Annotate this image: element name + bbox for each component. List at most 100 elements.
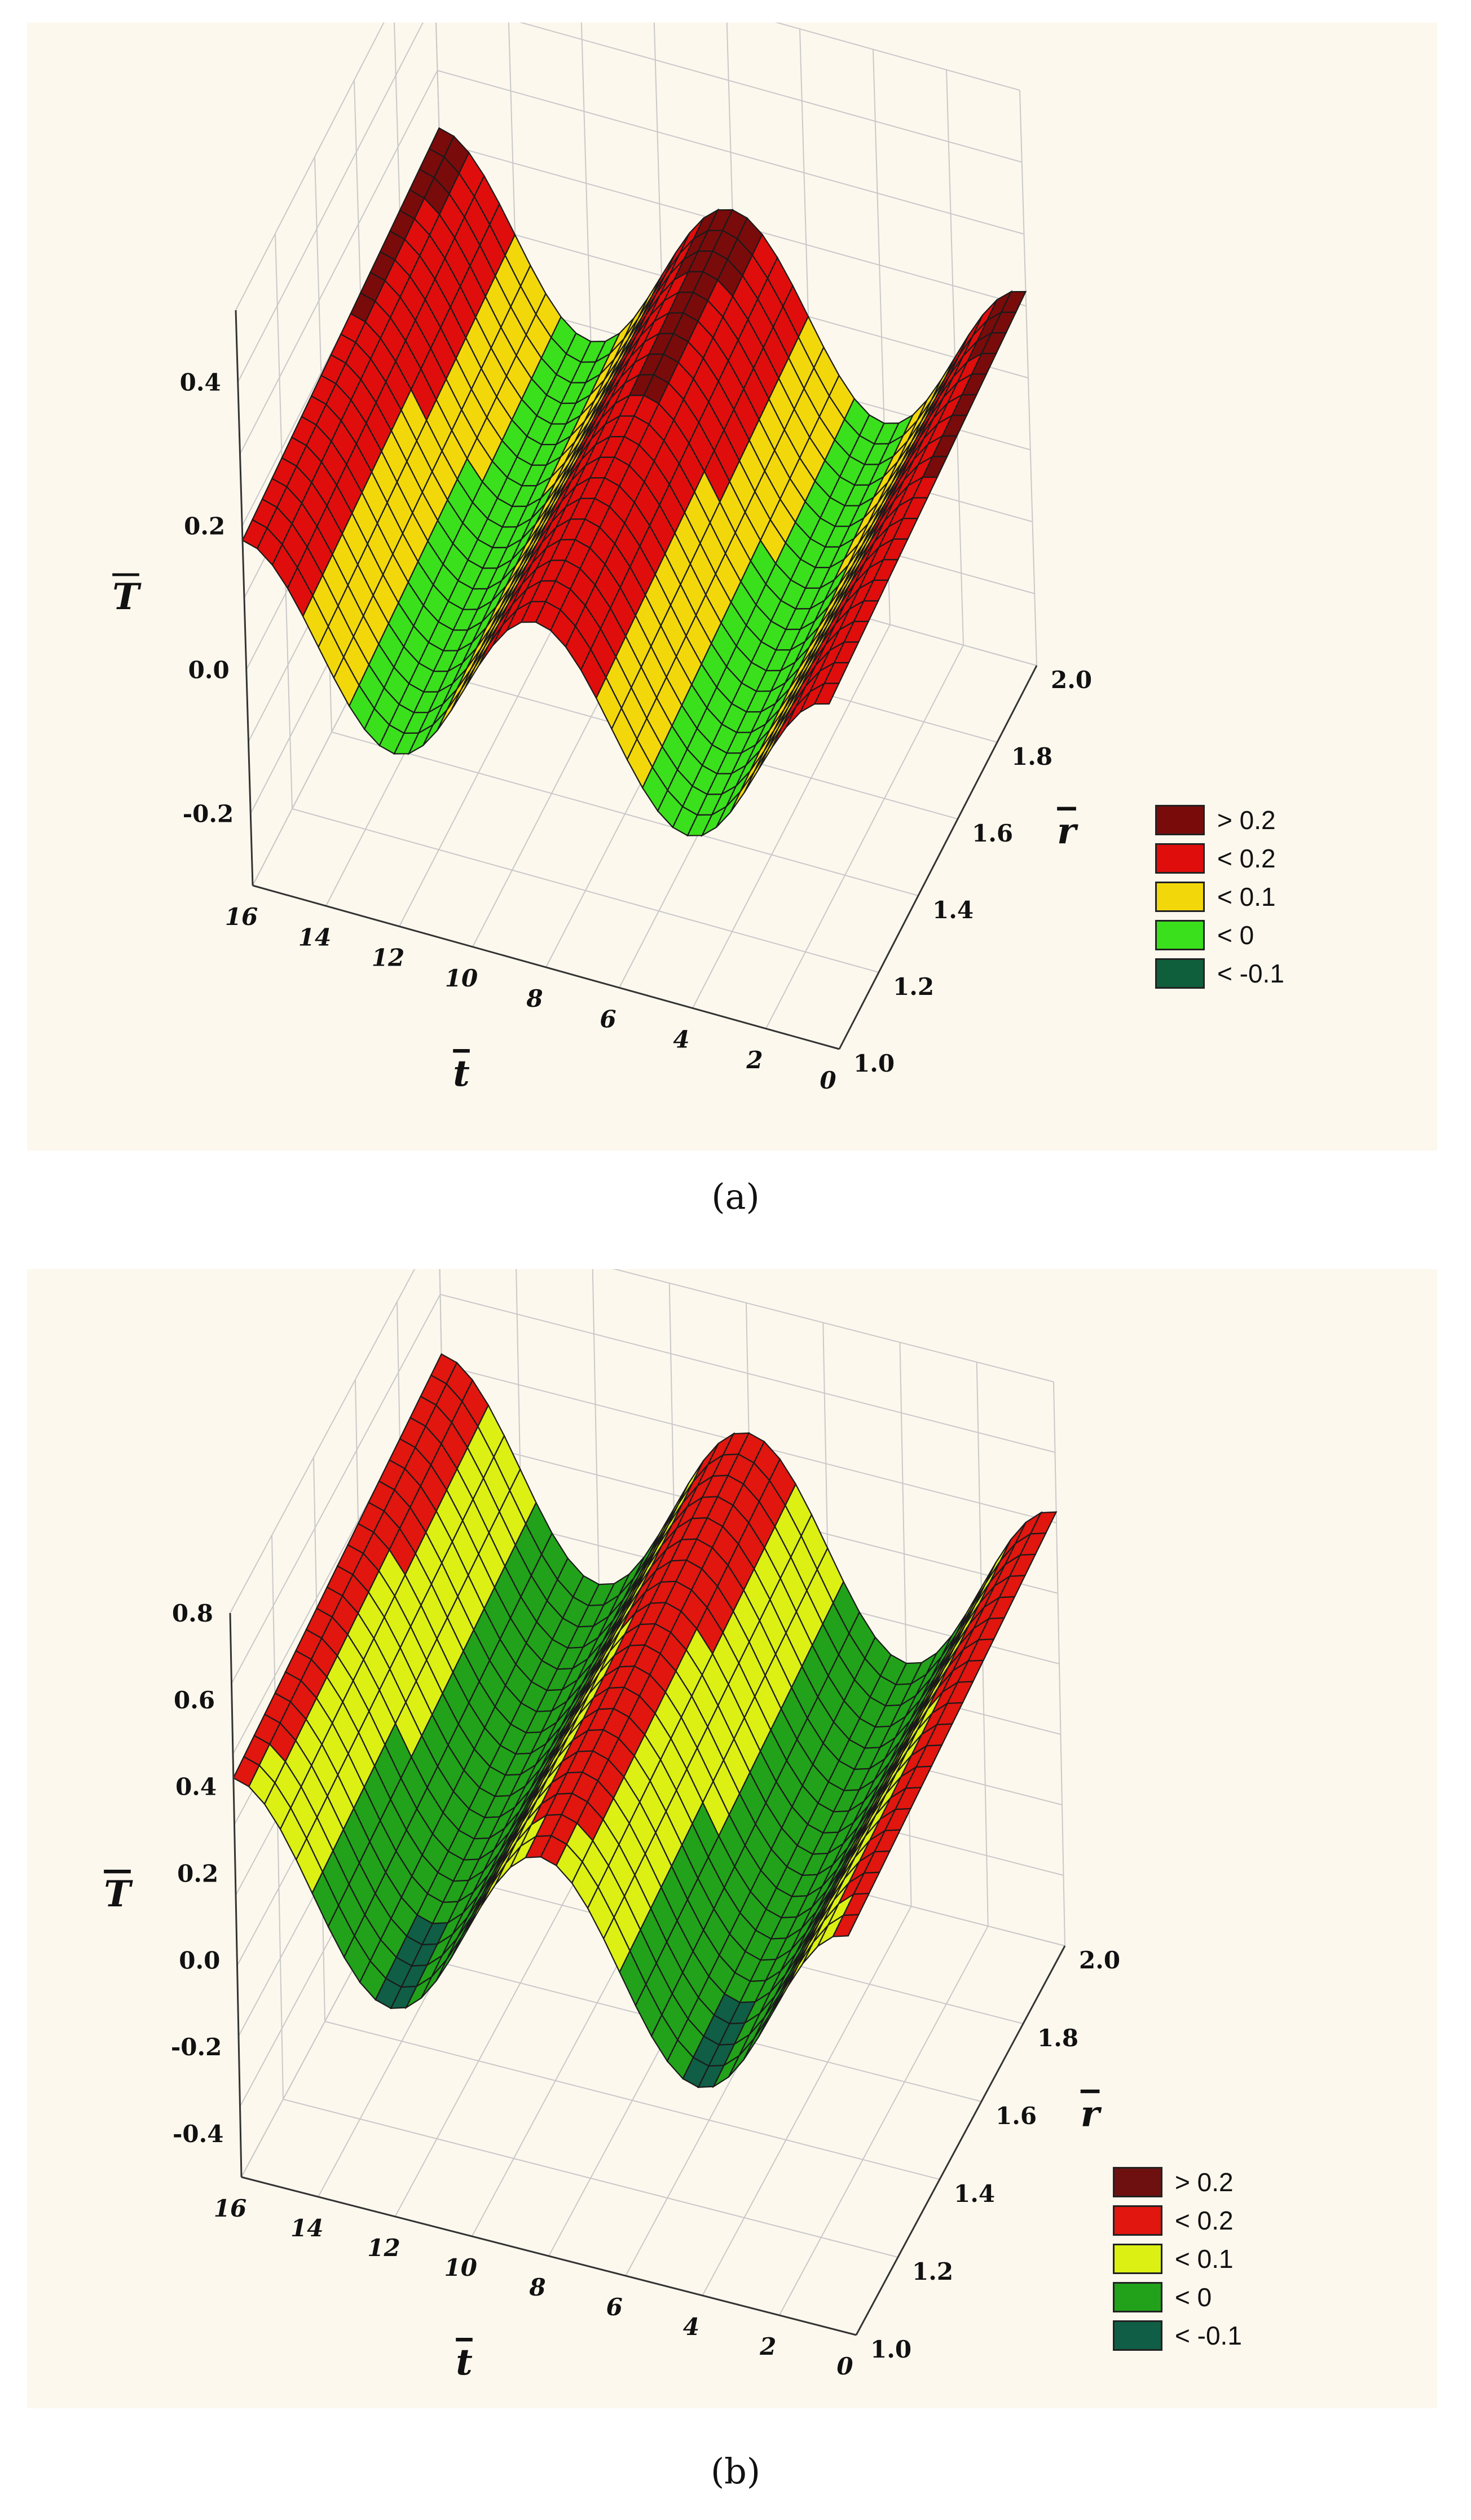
surface bbox=[232, 1353, 1058, 2089]
z-tick-label: -0.2 bbox=[183, 800, 234, 828]
chart-panel-a: 0 2 4 6 8 10 12 14 16 1.0 1.2 1.4 1.6 1.8 2.0 -0.2 0.0 0.… bbox=[27, 23, 1437, 1151]
y-tick-label: 1.6 bbox=[972, 820, 1013, 847]
x-tick-label: 8 bbox=[528, 2274, 545, 2301]
legend-swatch bbox=[1155, 920, 1205, 950]
legend-item: < 0.1 bbox=[1113, 2240, 1242, 2278]
grid-line bbox=[702, 1906, 912, 2296]
legend-label: < -0.1 bbox=[1175, 2321, 1242, 2350]
y-axis-title: r bbox=[1057, 810, 1078, 853]
caption-a: (a) bbox=[711, 1176, 760, 1217]
grid-line bbox=[324, 2021, 940, 2180]
legend-swatch bbox=[1155, 882, 1205, 912]
x-tick-label: 6 bbox=[606, 2293, 623, 2321]
grid-line bbox=[778, 1926, 989, 2316]
legend-swatch bbox=[1113, 2320, 1162, 2351]
z-axis-title: T bbox=[112, 576, 142, 618]
grid-line bbox=[237, 23, 424, 382]
x-tick-label: 8 bbox=[526, 985, 543, 1012]
T-axis-line bbox=[235, 310, 254, 886]
legend-swatch bbox=[1113, 2167, 1162, 2197]
grid-line bbox=[765, 645, 964, 1029]
y-tick-label: 2.0 bbox=[1079, 1946, 1120, 1974]
legend-label: < 0.1 bbox=[1175, 2244, 1234, 2274]
y-axis-title: r bbox=[1081, 2093, 1102, 2135]
surface-plot-b: 0 2 4 6 8 10 12 14 16 1.0 1.2 1.4 1.6 1.8 2.0 -0.4 -0.2 0… bbox=[104, 1269, 1120, 2384]
x-tick-label: 2 bbox=[759, 2333, 776, 2360]
grid-line bbox=[519, 23, 1023, 163]
legend-label: > 0.2 bbox=[1217, 805, 1276, 835]
y-tick-label: 1.4 bbox=[932, 896, 974, 924]
t-axis-line bbox=[241, 2176, 857, 2336]
y-tick-label: 2.0 bbox=[1051, 666, 1092, 694]
legend-item: < 0.1 bbox=[1155, 878, 1284, 916]
z-tick-label: 0.8 bbox=[172, 1600, 213, 1627]
z-tick-label: 0.4 bbox=[180, 369, 221, 396]
legend-label: < 0.2 bbox=[1175, 2206, 1234, 2235]
surface bbox=[241, 127, 1027, 838]
legend-label: > 0.2 bbox=[1175, 2167, 1234, 2197]
r-axis-line bbox=[855, 1945, 1066, 2336]
grid-line bbox=[394, 1827, 605, 2217]
z-tick-label: -0.2 bbox=[171, 2033, 222, 2061]
legend-swatch bbox=[1113, 2205, 1162, 2236]
x-tick-label: 16 bbox=[214, 2195, 246, 2222]
y-tick-label: 1.6 bbox=[996, 2102, 1037, 2130]
legend-item: < 0.2 bbox=[1155, 839, 1284, 878]
x-tick-label: 12 bbox=[372, 944, 404, 972]
chart-panel-b: 0 2 4 6 8 10 12 14 16 1.0 1.2 1.4 1.6 1.8 2.0 -0.4 -0.2 0… bbox=[27, 1269, 1437, 2408]
y-tick-label: 1.0 bbox=[853, 1050, 895, 1077]
legend-item: < -0.1 bbox=[1113, 2316, 1242, 2355]
grid-line bbox=[331, 732, 919, 896]
legend-b: > 0.2 < 0.2 < 0.1 < 0 < -0.1 bbox=[1113, 2163, 1242, 2355]
y-tick-label: 1.2 bbox=[912, 2258, 953, 2285]
z-tick-label: 0.2 bbox=[184, 513, 225, 540]
legend-swatch bbox=[1155, 958, 1205, 989]
legend-swatch bbox=[1155, 805, 1205, 835]
x-tick-label: 12 bbox=[367, 2234, 400, 2262]
grid-line bbox=[283, 2099, 899, 2258]
y-tick-label: 1.4 bbox=[954, 2180, 995, 2208]
x-tick-label: 4 bbox=[683, 2313, 699, 2341]
x-tick-label: 10 bbox=[444, 2254, 477, 2281]
caption-b: (b) bbox=[710, 2451, 761, 2492]
y-tick-label: 1.8 bbox=[1037, 2024, 1078, 2052]
grid-line bbox=[692, 624, 891, 1008]
legend-item: < 0 bbox=[1113, 2278, 1242, 2316]
x-tick-label: 0 bbox=[836, 2352, 853, 2380]
x-tick-label: 4 bbox=[673, 1026, 689, 1054]
y-tick-label: 1.0 bbox=[870, 2336, 911, 2363]
legend-item: > 0.2 bbox=[1113, 2163, 1242, 2201]
y-tick-label: 1.8 bbox=[1011, 743, 1052, 770]
legend-item: < 0 bbox=[1155, 916, 1284, 954]
legend-label: < 0.2 bbox=[1217, 844, 1276, 873]
t-axis-line bbox=[252, 884, 840, 1050]
axis-titles: t r T bbox=[112, 576, 1078, 1095]
tick-labels: 0 2 4 6 8 10 12 14 16 1.0 1.2 1.4 1.6 1.8 2.0 -0.4 -0.2 0… bbox=[171, 1600, 1120, 2380]
z-tick-label: 0.6 bbox=[174, 1686, 215, 1714]
z-tick-label: 0.0 bbox=[179, 1946, 220, 1974]
x-tick-label: 0 bbox=[820, 1067, 836, 1094]
legend-label: < 0 bbox=[1217, 920, 1254, 950]
surface-cell bbox=[831, 1914, 860, 1937]
y-tick-label: 1.2 bbox=[893, 973, 934, 1001]
legend-item: > 0.2 bbox=[1155, 801, 1284, 839]
grid-line bbox=[235, 23, 385, 311]
grid-line bbox=[437, 70, 1024, 235]
z-tick-label: -0.4 bbox=[173, 2120, 224, 2148]
z-tick-label: 0.2 bbox=[177, 1860, 218, 1888]
T-axis-line bbox=[229, 1613, 243, 2178]
legend-a: > 0.2 < 0.2 < 0.1 < 0 < -0.1 bbox=[1155, 801, 1284, 993]
x-tick-label: 14 bbox=[298, 923, 331, 951]
axis-titles: t r T bbox=[104, 1873, 1102, 2384]
x-tick-label: 10 bbox=[445, 964, 478, 992]
grid-line bbox=[440, 1294, 1055, 1453]
grid-line bbox=[774, 23, 1020, 91]
z-tick-label: 0.0 bbox=[188, 657, 230, 684]
surface-plot-a: 0 2 4 6 8 10 12 14 16 1.0 1.2 1.4 1.6 1.8 2.0 -0.2 0.0 0.… bbox=[112, 23, 1092, 1095]
x-axis-title: t bbox=[456, 2341, 473, 2384]
surface-cell bbox=[813, 682, 840, 705]
tick-labels: 0 2 4 6 8 10 12 14 16 1.0 1.2 1.4 1.6 1.8 2.0 -0.2 0.0 0.… bbox=[180, 369, 1092, 1095]
z-tick-label: 0.4 bbox=[175, 1773, 217, 1801]
grid-line bbox=[231, 1294, 441, 1684]
grid-line bbox=[230, 1269, 416, 1614]
